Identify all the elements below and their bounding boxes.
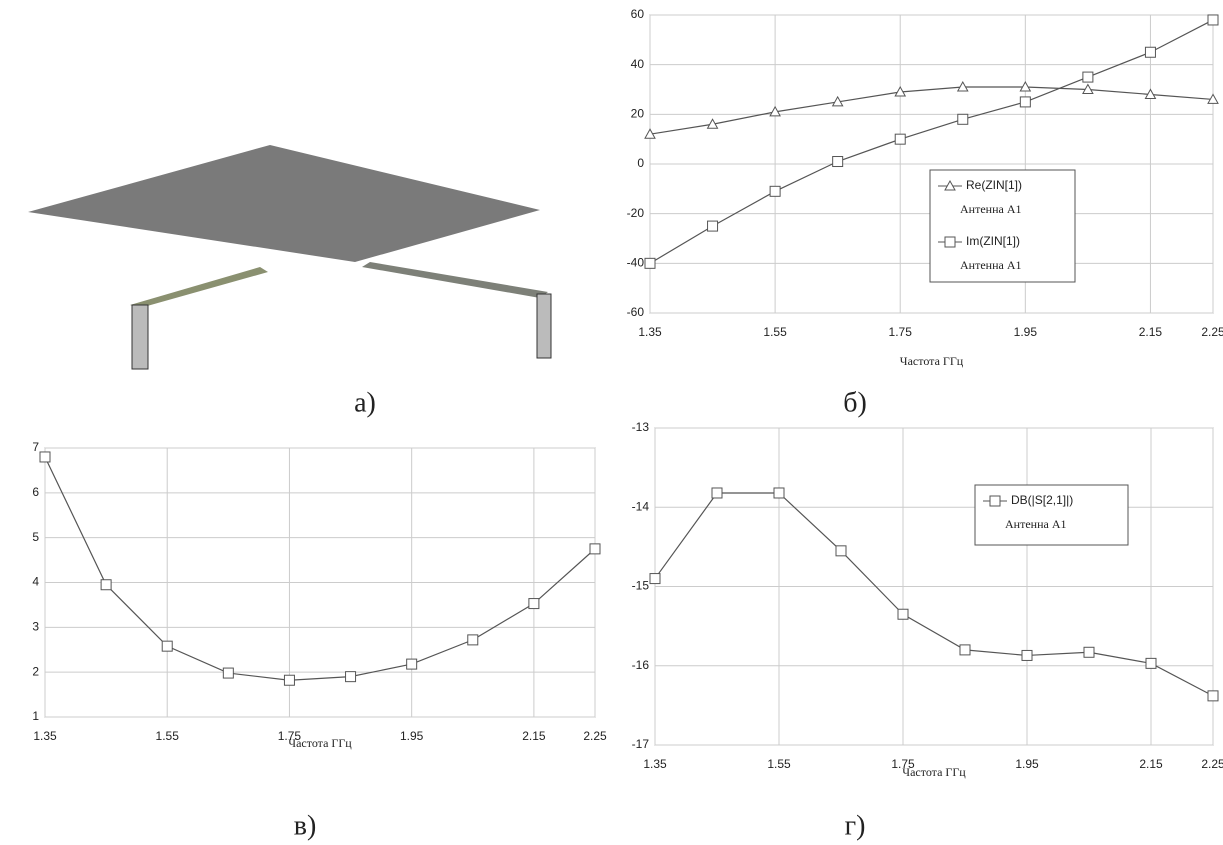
y-tick-label: -14 bbox=[632, 499, 650, 513]
legend-marker bbox=[945, 237, 955, 247]
panel-caption: б) bbox=[843, 387, 867, 418]
marker bbox=[1020, 97, 1030, 107]
figure: а) б) в) г) -60 -40 -20 0 20 40 60 1.35 1.55 1.75… bbox=[0, 0, 1223, 845]
feed-strip bbox=[362, 262, 548, 298]
x-tick-label: 1.55 bbox=[156, 729, 180, 743]
feed-strip bbox=[130, 267, 268, 308]
legend-subtitle: Антенна А1 bbox=[960, 258, 1022, 272]
x-tick-label: 1.75 bbox=[889, 325, 913, 339]
marker bbox=[960, 645, 970, 655]
x-tick-label: 1.55 bbox=[763, 325, 787, 339]
marker bbox=[1083, 72, 1093, 82]
marker bbox=[1146, 658, 1156, 668]
marker bbox=[774, 488, 784, 498]
marker bbox=[898, 609, 908, 619]
x-tick-label: 2.25 bbox=[1201, 757, 1223, 771]
x-tick-label: 2.25 bbox=[1201, 325, 1223, 339]
marker bbox=[650, 574, 660, 584]
y-tick-label: -13 bbox=[632, 420, 650, 434]
x-axis-label: Частота ГГц bbox=[902, 765, 966, 779]
y-tick-label: 20 bbox=[631, 107, 645, 121]
y-tick-label: -60 bbox=[627, 305, 645, 319]
marker bbox=[468, 635, 478, 645]
marker bbox=[529, 599, 539, 609]
legend-subtitle: Антенна А1 bbox=[960, 202, 1022, 216]
y-tick-label: -17 bbox=[632, 737, 650, 751]
marker bbox=[645, 258, 655, 268]
y-tick-label: 1 bbox=[32, 709, 39, 723]
marker bbox=[346, 672, 356, 682]
marker bbox=[712, 488, 722, 498]
legend-marker bbox=[990, 496, 1000, 506]
y-tick-label: 6 bbox=[32, 485, 39, 499]
x-tick-label: 1.35 bbox=[33, 729, 57, 743]
x-tick-label: 2.15 bbox=[522, 729, 546, 743]
marker bbox=[40, 452, 50, 462]
marker bbox=[833, 157, 843, 167]
y-tick-label: 4 bbox=[32, 575, 39, 589]
panel-caption: г) bbox=[845, 810, 866, 841]
marker bbox=[590, 544, 600, 554]
x-tick-label: 1.95 bbox=[1015, 757, 1039, 771]
marker bbox=[895, 134, 905, 144]
marker bbox=[708, 221, 718, 231]
marker bbox=[836, 546, 846, 556]
x-axis-label: Частота ГГц bbox=[288, 736, 352, 750]
marker bbox=[101, 580, 111, 590]
y-tick-label: 5 bbox=[32, 530, 39, 544]
x-tick-label: 1.95 bbox=[1014, 325, 1038, 339]
y-tick-label: -15 bbox=[632, 579, 650, 593]
marker bbox=[958, 114, 968, 124]
marker bbox=[162, 641, 172, 651]
legend-subtitle: Антенна А1 bbox=[1005, 517, 1067, 531]
feed-post bbox=[132, 305, 148, 369]
x-tick-label: 1.55 bbox=[767, 757, 791, 771]
marker bbox=[223, 668, 233, 678]
x-tick-label: 1.95 bbox=[400, 729, 424, 743]
legend-label: DB(|S[2,1]|) bbox=[1011, 493, 1073, 507]
marker bbox=[1145, 47, 1155, 57]
y-tick-label: 60 bbox=[631, 7, 645, 21]
y-tick-label: -20 bbox=[627, 206, 645, 220]
y-tick-label: -16 bbox=[632, 658, 650, 672]
panel-caption: а) bbox=[354, 387, 376, 418]
y-tick-label: 3 bbox=[32, 620, 39, 634]
x-axis-label: Частота ГГц bbox=[900, 354, 964, 368]
x-tick-label: 1.35 bbox=[643, 757, 667, 771]
marker bbox=[407, 659, 417, 669]
patch-plate bbox=[28, 145, 540, 262]
legend-label: Re(ZIN[1]) bbox=[966, 178, 1022, 192]
marker bbox=[1022, 650, 1032, 660]
x-tick-label: 2.15 bbox=[1139, 325, 1163, 339]
marker bbox=[284, 675, 294, 685]
y-tick-label: 0 bbox=[637, 156, 644, 170]
y-tick-label: 2 bbox=[32, 664, 39, 678]
feed-post bbox=[537, 294, 551, 358]
marker bbox=[1208, 691, 1218, 701]
marker bbox=[1208, 15, 1218, 25]
x-tick-label: 2.25 bbox=[583, 729, 607, 743]
x-tick-label: 1.35 bbox=[638, 325, 662, 339]
marker bbox=[1084, 647, 1094, 657]
y-tick-label: 7 bbox=[32, 440, 39, 454]
panel-caption: в) bbox=[294, 810, 317, 841]
y-tick-label: 40 bbox=[631, 57, 645, 71]
x-tick-label: 2.15 bbox=[1139, 757, 1163, 771]
legend-label: Im(ZIN[1]) bbox=[966, 234, 1020, 248]
antenna-model bbox=[28, 145, 551, 369]
y-tick-label: -40 bbox=[627, 256, 645, 270]
marker bbox=[770, 186, 780, 196]
